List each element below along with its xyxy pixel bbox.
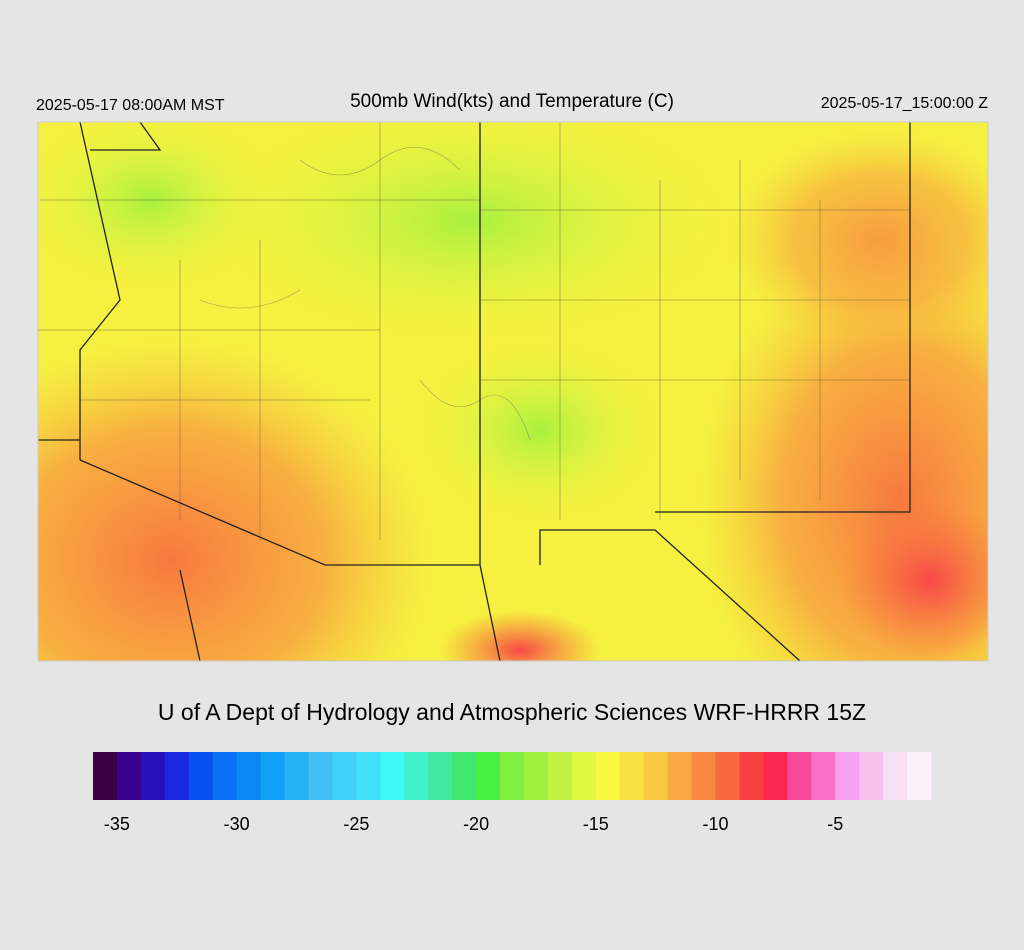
color-swatch <box>500 752 525 800</box>
color-swatch <box>739 752 764 800</box>
color-swatch <box>715 752 740 800</box>
color-swatch <box>93 752 118 800</box>
color-swatch <box>332 752 357 800</box>
color-swatch <box>476 752 501 800</box>
tick-label: -25 <box>343 814 369 834</box>
color-swatch <box>643 752 669 800</box>
local-time: 2025-05-17 08:00AM MST <box>36 97 225 114</box>
color-swatch <box>547 752 573 800</box>
tick-label: -5 <box>827 814 843 834</box>
color-swatch <box>116 752 142 800</box>
color-swatch <box>571 752 597 800</box>
color-swatch <box>835 752 860 800</box>
tick-label: -10 <box>703 814 729 834</box>
color-swatch <box>308 752 333 800</box>
color-swatch <box>260 752 286 800</box>
color-swatch <box>236 752 262 800</box>
tick-label: -35 <box>104 814 130 834</box>
color-swatch <box>452 752 477 800</box>
utc-time: 2025-05-17_15:00:00 Z <box>821 95 988 112</box>
color-swatch <box>164 752 190 800</box>
color-swatch <box>212 752 238 800</box>
color-swatch <box>428 752 453 800</box>
tick-label: -15 <box>583 814 609 834</box>
color-swatch <box>787 752 812 800</box>
tick-label: -20 <box>463 814 489 834</box>
colorbar: -35 -30 -25 -20 -15 -10 -5 <box>93 752 932 834</box>
color-swatch <box>380 752 405 800</box>
color-swatch <box>595 752 621 800</box>
color-swatch <box>811 752 836 800</box>
color-swatch <box>907 752 932 800</box>
color-swatch <box>883 752 908 800</box>
color-swatch <box>763 752 788 800</box>
color-swatch <box>284 752 309 800</box>
map-title: 500mb Wind(kts) and Temperature (C) <box>350 91 674 112</box>
color-swatch <box>188 752 214 800</box>
color-swatch <box>523 752 549 800</box>
color-swatch <box>667 752 693 800</box>
color-swatch <box>691 752 717 800</box>
tick-label: -30 <box>224 814 250 834</box>
map <box>38 122 988 661</box>
color-swatch <box>859 752 884 800</box>
credit: U of A Dept of Hydrology and Atmospheric… <box>158 699 866 725</box>
map-frame <box>37 121 989 662</box>
color-swatch <box>356 752 381 800</box>
color-swatch <box>140 752 166 800</box>
color-swatch <box>404 752 429 800</box>
color-swatch <box>619 752 645 800</box>
